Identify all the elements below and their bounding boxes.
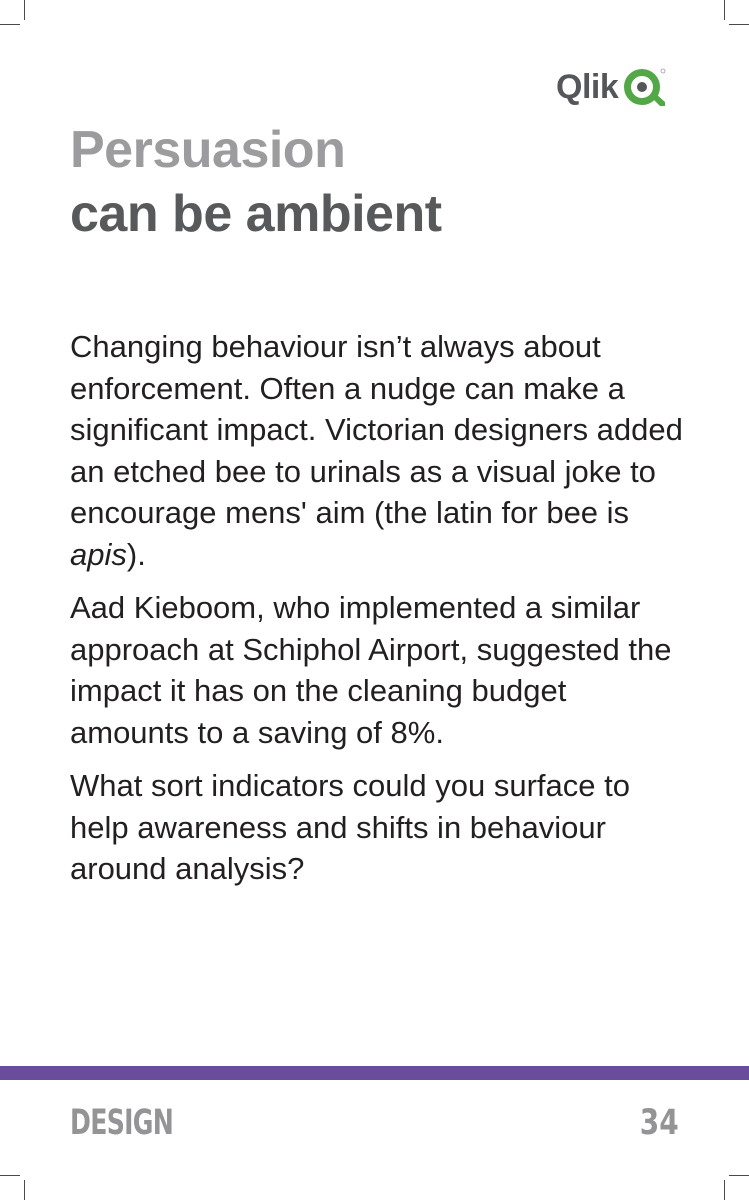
body-text: Changing behaviour isn’t always about en…	[70, 326, 690, 902]
crop-mark	[24, 0, 25, 20]
logo-wordmark: Qlik	[556, 68, 619, 106]
page-title: Persuasion can be ambient	[70, 118, 442, 246]
qlik-mark-icon	[624, 68, 666, 106]
title-line-2: can be ambient	[70, 185, 442, 243]
page-number: 34	[640, 1103, 679, 1143]
crop-mark	[729, 1175, 749, 1176]
crop-mark	[724, 0, 725, 20]
title-line-1: Persuasion	[70, 121, 346, 179]
paragraph-2: Aad Kieboom, who implemented a similar a…	[70, 590, 672, 750]
crop-mark	[0, 24, 20, 25]
footer-accent-bar	[0, 1066, 749, 1080]
qlik-logo: Qlik	[556, 66, 668, 108]
crop-mark	[729, 24, 749, 25]
paragraph-1-end: ).	[126, 536, 146, 572]
crop-mark	[724, 1180, 725, 1200]
paragraph-1: Changing behaviour isn’t always about en…	[70, 326, 690, 575]
latin-term: apis	[70, 536, 127, 572]
paragraph-3: What sort indicators could you surface t…	[70, 768, 630, 886]
crop-mark	[24, 1180, 25, 1200]
crop-mark	[0, 1175, 20, 1176]
paragraph-1-text: Changing behaviour isn’t always about en…	[70, 329, 683, 530]
section-label: DESIGN	[70, 1103, 174, 1143]
